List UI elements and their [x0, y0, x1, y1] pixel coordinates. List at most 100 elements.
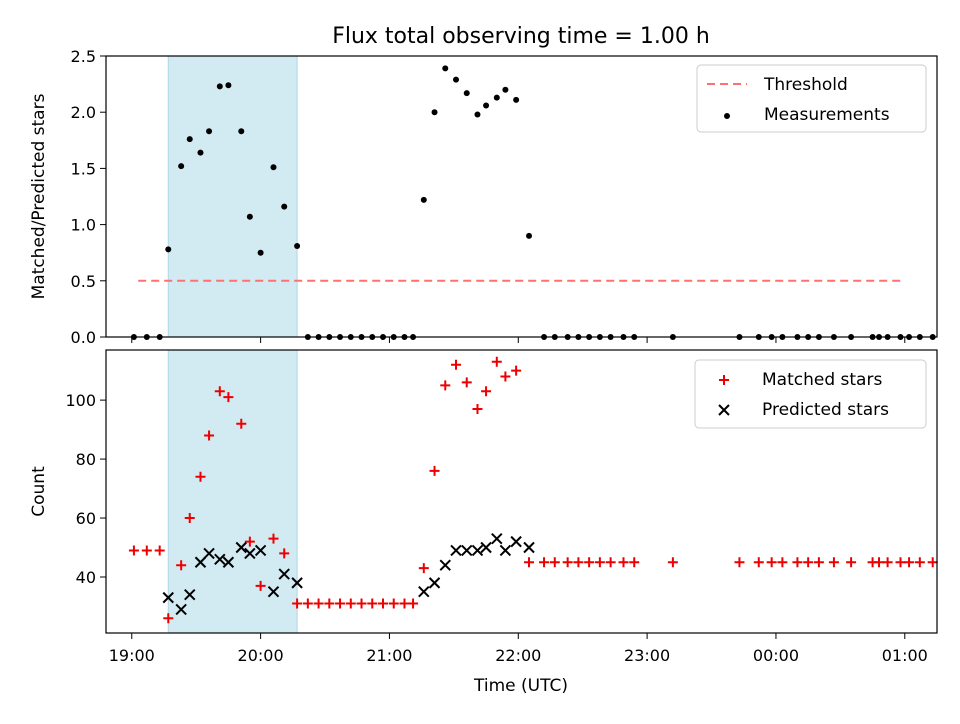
measurement-point — [463, 90, 470, 97]
predicted-point — [471, 544, 484, 557]
predicted-point — [418, 586, 430, 598]
matched-point — [313, 598, 324, 609]
matched-point — [302, 598, 313, 609]
matched-point — [562, 557, 573, 568]
count-panel: 40 60 80 100 19:00 20:00 21:00 22:00 23:00 00:00 0… — [29, 349, 938, 665]
observing-window — [167, 55, 298, 338]
x-axis-label: Time (UTC) — [473, 676, 568, 696]
y-tick-label: 40 — [76, 568, 96, 587]
legend-measurements-label: Measurements — [764, 105, 890, 125]
predicted-point — [450, 544, 462, 557]
legend-measurements-swatch — [724, 113, 730, 119]
predicted-point — [291, 577, 303, 589]
ratio-panel: 0.0 0.5 1.0 1.5 2.0 2.5 Matched/Predicted star… — [29, 47, 938, 347]
y-tick-label: 2.0 — [71, 103, 96, 122]
y-tick-label: 60 — [76, 509, 96, 528]
legend-matched-label: Matched stars — [762, 370, 882, 390]
matched-point — [176, 560, 187, 571]
y-tick-label: 100 — [65, 391, 96, 410]
matched-point — [882, 557, 893, 568]
legend-matched-swatch — [719, 375, 729, 385]
matched-point — [399, 598, 410, 609]
matched-point — [255, 580, 266, 591]
predicted-point — [244, 547, 256, 560]
matched-point — [667, 557, 678, 568]
measurement-point — [206, 128, 213, 135]
matched-point — [472, 403, 483, 414]
predicted-point — [194, 556, 207, 568]
axes-frame — [105, 349, 938, 634]
matched-point — [524, 557, 535, 568]
matched-point — [418, 563, 429, 574]
predicted-point — [491, 532, 503, 545]
matched-point — [904, 557, 915, 568]
matched-point — [895, 557, 906, 568]
predicted-point — [184, 588, 196, 601]
predicted-point — [162, 591, 174, 604]
y-tick-label: 80 — [76, 450, 96, 469]
matched-point — [792, 557, 803, 568]
matched-point — [214, 386, 225, 397]
measurement-point — [526, 232, 533, 239]
axes-frame — [105, 55, 938, 338]
matched-point — [408, 598, 419, 609]
measurement-point — [493, 94, 500, 101]
matched-point — [279, 548, 290, 559]
predicted-point — [523, 541, 535, 554]
matched-point — [766, 557, 777, 568]
matched-point — [429, 465, 440, 476]
chart-title: Flux total observing time = 1.00 h — [332, 24, 710, 49]
x-tick-label: 21:00 — [366, 646, 412, 665]
x-tick-label: 19:00 — [109, 646, 155, 665]
y-axis-label: Count — [29, 466, 49, 517]
matched-point — [491, 356, 502, 367]
matched-point — [195, 471, 206, 482]
matched-point — [481, 386, 492, 397]
matched-point — [539, 557, 550, 568]
predicted-point — [235, 541, 247, 554]
y-tick-label: 0.0 — [71, 328, 96, 347]
measurement-point — [165, 246, 172, 253]
measurement-point — [431, 109, 438, 116]
matched-point — [584, 557, 595, 568]
matched-point — [128, 545, 139, 556]
measurement-point — [513, 96, 520, 103]
predicted-point — [175, 603, 187, 616]
measurement-point — [257, 249, 264, 256]
matched-point — [356, 598, 367, 609]
measurement-point — [453, 76, 460, 83]
measurement-point — [502, 86, 509, 93]
measurement-point — [216, 83, 223, 90]
predicted-point — [278, 568, 290, 580]
y-tick-label: 0.5 — [71, 272, 96, 291]
x-tick-label: 00:00 — [753, 646, 799, 665]
matched-point — [777, 557, 788, 568]
measurement-point — [225, 82, 232, 89]
predicted-point — [267, 586, 280, 598]
predicted-point — [428, 577, 441, 589]
matched-point — [874, 557, 885, 568]
y-axis-label: Matched/Predicted stars — [29, 93, 49, 299]
legend: Matched stars Predicted stars — [694, 359, 927, 429]
matched-point — [629, 557, 640, 568]
matched-point — [927, 557, 938, 568]
measurement-point — [442, 65, 449, 72]
measurement-point — [178, 163, 185, 170]
matched-point — [244, 536, 255, 547]
measurement-point — [238, 128, 245, 135]
matched-point — [803, 557, 814, 568]
measurement-point — [270, 164, 277, 171]
matched-point — [605, 557, 616, 568]
matched-point — [461, 377, 472, 388]
observing-window — [167, 349, 298, 634]
matched-point — [141, 545, 152, 556]
matched-point — [236, 418, 247, 429]
legend-threshold-label: Threshold — [763, 75, 848, 95]
measurement-point — [474, 111, 481, 118]
measurement-point — [197, 149, 204, 156]
predicted-point — [439, 559, 451, 571]
matched-point — [163, 613, 174, 624]
legend: Threshold Measurements — [696, 64, 927, 133]
matched-point — [618, 557, 629, 568]
matched-point — [154, 545, 165, 556]
